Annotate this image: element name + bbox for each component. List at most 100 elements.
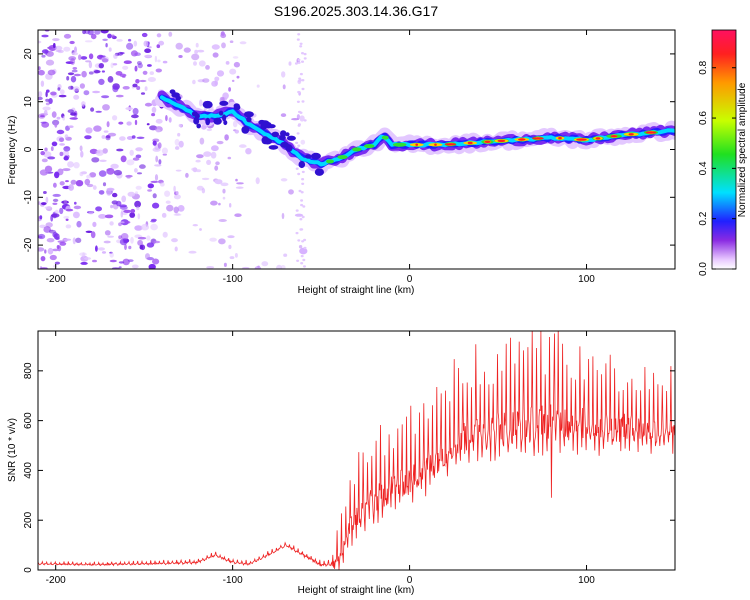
ridge-hotspot [518,138,526,141]
noise-blob [144,48,152,53]
noise-blob [124,244,127,251]
noise-blob [82,30,86,35]
noise-blob [146,242,155,248]
ridge-hotspot [326,159,334,164]
noise-blob [80,56,88,60]
noise-blob [195,42,199,48]
noise-blob [56,245,60,249]
noise-blob [48,98,53,104]
noise-blob [301,215,305,219]
noise-blob [224,134,229,141]
noise-blob [175,42,183,50]
noise-blob [150,223,158,231]
noise-blob [127,259,134,262]
noise-blob [116,148,124,152]
noise-blob [109,259,117,263]
noise-blob [211,44,220,50]
noise-blob [63,215,70,219]
noise-blob [38,91,43,98]
ridge-blob [202,100,213,109]
noise-blob [108,47,112,52]
y-tick-label: 800 [23,362,34,379]
noise-blob [52,198,59,202]
noise-blob [130,208,136,214]
noise-blob [103,240,111,244]
noise-blob [146,235,151,241]
noise-blob [229,40,234,43]
noise-blob [218,238,226,245]
noise-blob [40,115,45,118]
noise-blob [68,125,74,128]
noise-blob [81,70,87,78]
noise-blob [46,89,50,93]
noise-blob [236,75,240,79]
noise-blob [157,142,162,149]
noise-blob [105,43,108,48]
noise-blob [128,245,132,250]
noise-blob [122,86,130,90]
noise-blob [236,182,244,185]
noise-blob [136,86,141,90]
noise-blob [54,45,63,51]
ridge-hotspot [381,135,389,140]
noise-blob [47,69,56,76]
noise-blob [97,247,105,251]
noise-blob [191,167,197,171]
noise-blob [158,40,165,46]
noise-blob [178,123,182,128]
x-tick-label: -100 [223,274,243,285]
noise-blob [116,200,122,207]
noise-blob [280,113,287,117]
noise-blob [155,155,159,163]
noise-blob [301,170,305,174]
noise-blob [101,58,109,63]
noise-blob [199,99,203,107]
ridge-blob [243,111,254,118]
ridge-blob [246,116,252,123]
spectrogram-marks [38,30,675,269]
noise-blob [294,62,298,65]
noise-blob [86,174,91,179]
noise-blob [201,177,210,181]
noise-blob [139,79,147,83]
noise-blob [161,212,167,218]
noise-blob [165,115,168,122]
noise-blob [40,80,45,87]
noise-blob [155,129,161,133]
noise-blob [118,222,122,227]
noise-blob [299,72,303,76]
noise-blob [301,87,305,91]
noise-blob [65,208,74,212]
noise-blob [101,135,106,139]
noise-blob [111,34,115,38]
noise-blob [72,67,78,70]
noise-blob [301,52,304,55]
noise-blob [152,193,157,199]
noise-blob [229,256,235,260]
noise-blob [303,57,307,60]
noise-blob [155,118,163,124]
noise-blob [299,228,303,231]
noise-blob [57,87,61,91]
noise-blob [123,60,132,64]
noise-blob [63,46,71,52]
noise-blob [171,238,178,243]
noise-blob [95,110,102,113]
noise-blob [92,90,101,94]
noise-blob [228,87,232,92]
noise-blob [72,237,76,245]
ridge-hotspot [415,143,419,146]
noise-blob [106,121,110,128]
noise-blob [89,172,97,178]
noise-blob [59,137,65,143]
noise-blob [131,264,139,269]
noise-blob [70,179,77,185]
noise-blob [199,228,202,231]
noise-blob [67,109,75,114]
noise-blob [72,86,80,92]
colorbar-tick-label: 0.6 [698,111,709,125]
noise-blob [120,155,127,163]
noise-blob [38,69,45,76]
noise-blob [211,80,218,87]
noise-blob [44,206,51,209]
